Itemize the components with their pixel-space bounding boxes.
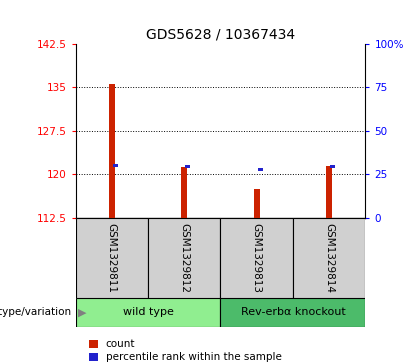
Bar (148, 218, 221, 298)
Bar (181, 167, 187, 218)
Text: GSM1329812: GSM1329812 (179, 223, 189, 293)
Text: wild type: wild type (123, 307, 173, 317)
Bar (330, 165, 335, 168)
Bar (220, 218, 293, 298)
Bar (293, 218, 365, 298)
Bar (254, 189, 260, 218)
Text: GSM1329814: GSM1329814 (324, 223, 334, 293)
Bar (76, 298, 220, 327)
Bar (113, 164, 118, 167)
Text: ▶: ▶ (78, 307, 86, 317)
Text: GSM1329811: GSM1329811 (107, 223, 117, 293)
Text: Rev-erbα knockout: Rev-erbα knockout (241, 307, 345, 317)
Bar (109, 84, 115, 218)
Title: GDS5628 / 10367434: GDS5628 / 10367434 (146, 27, 295, 41)
Legend: count, percentile rank within the sample: count, percentile rank within the sample (89, 339, 282, 362)
Bar (220, 298, 365, 327)
Bar (76, 218, 148, 298)
Text: genotype/variation: genotype/variation (0, 307, 71, 317)
Bar (257, 168, 263, 171)
Text: GSM1329813: GSM1329813 (252, 223, 262, 293)
Bar (185, 165, 190, 168)
Bar (326, 166, 332, 218)
